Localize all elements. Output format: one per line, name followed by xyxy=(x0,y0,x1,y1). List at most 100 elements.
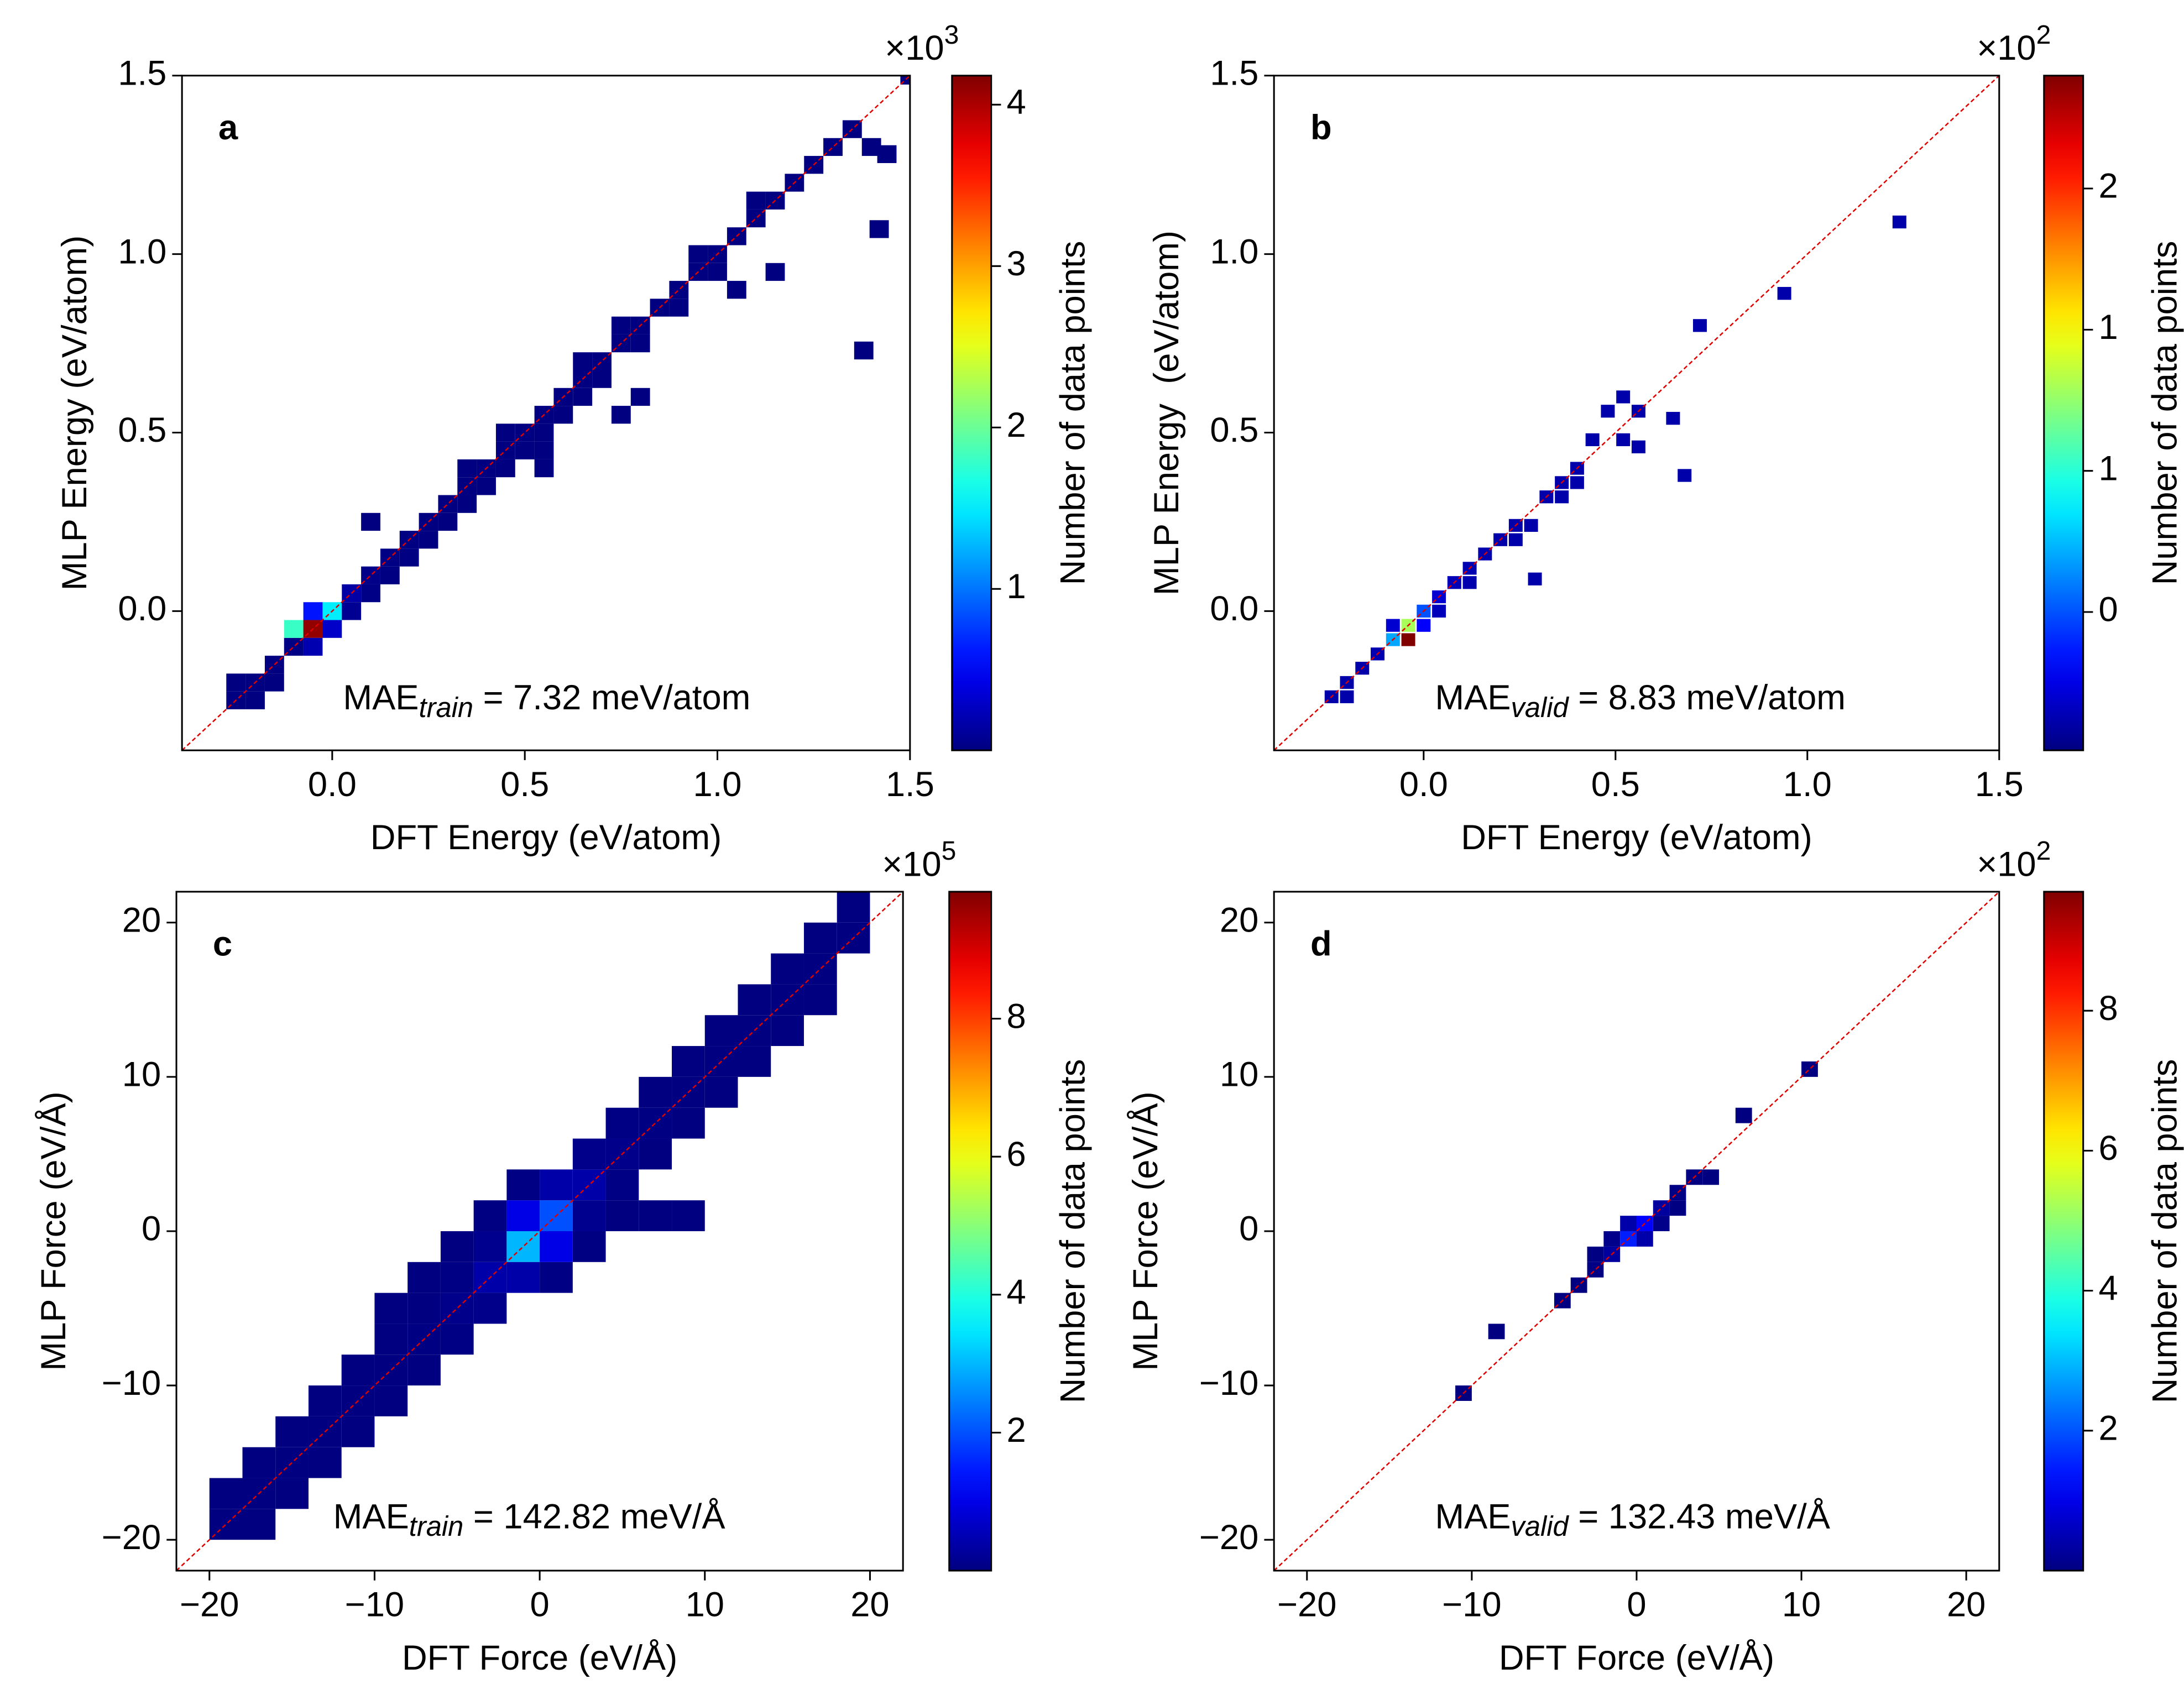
hist-cell xyxy=(605,1200,639,1231)
colorbar-offset: ×105 xyxy=(882,836,956,883)
hist-cell xyxy=(639,1138,672,1170)
mae-base: MAE xyxy=(1435,1497,1511,1536)
offset-exponent: 3 xyxy=(944,20,959,50)
plot-area xyxy=(176,891,903,1571)
colorbar-tick-label: 2 xyxy=(2099,167,2118,206)
hist-cell xyxy=(303,602,323,620)
x-tick-label: −10 xyxy=(345,1586,404,1624)
mae-subscript: train xyxy=(419,692,473,723)
hist-cell xyxy=(477,477,496,495)
colorbar xyxy=(2043,891,2084,1572)
offset-base: ×10 xyxy=(1977,845,2036,883)
hist-cell xyxy=(506,1231,540,1262)
mae-value: = 7.32 meV/atom xyxy=(473,678,750,717)
hist-cell xyxy=(242,1447,276,1478)
x-axis-label: DFT Force (eV/Å) xyxy=(1499,1639,1774,1677)
hist-cell xyxy=(1555,490,1569,504)
hist-cell xyxy=(738,1046,771,1077)
hist-cell xyxy=(1587,1246,1604,1262)
hist-cell xyxy=(407,1262,441,1293)
hist-cell xyxy=(1892,215,1906,229)
hist-cell xyxy=(573,352,593,370)
colorbar-tick-label: 6 xyxy=(2099,1129,2118,1168)
x-tick-label: 0 xyxy=(530,1586,550,1624)
x-axis-label: DFT Energy (eV/atom) xyxy=(370,818,722,857)
offset-base: ×10 xyxy=(882,845,941,883)
hist-cell xyxy=(1432,604,1446,618)
hist-cell xyxy=(1616,433,1631,447)
hist-cell xyxy=(473,1200,507,1231)
hist-cell xyxy=(1678,469,1692,482)
colorbar-offset: ×103 xyxy=(885,20,959,67)
x-tick-label: 1.5 xyxy=(886,765,934,804)
x-tick-label: 0.5 xyxy=(500,765,549,804)
x-tick-label: −20 xyxy=(1277,1586,1336,1624)
y-tick-label: 0.0 xyxy=(118,589,166,628)
colorbar-tick-label: 8 xyxy=(1007,997,1026,1035)
hist-cell xyxy=(639,1200,672,1231)
mae-value: = 132.43 meV/Å xyxy=(1569,1497,1831,1536)
hist-cell xyxy=(303,637,323,656)
hist-cell xyxy=(361,512,380,531)
mae-subscript: valid xyxy=(1511,692,1570,723)
hist-cell xyxy=(704,1076,738,1108)
hist-cell xyxy=(438,512,458,531)
x-axis-label: DFT Energy (eV/atom) xyxy=(1461,818,1812,857)
colorbar xyxy=(2043,75,2084,751)
axes-frame xyxy=(1273,75,2000,751)
colorbar-label: Number of data points xyxy=(2145,241,2184,585)
hist-cell xyxy=(1702,1169,1720,1185)
y-axis-label: MLP Energy (eV/atom) xyxy=(55,236,94,591)
y-tick-label: 20 xyxy=(1220,901,1258,939)
colorbar-tick-label: 4 xyxy=(1007,83,1026,122)
hist-cell xyxy=(440,1324,474,1355)
x-tick-label: 10 xyxy=(1782,1586,1821,1624)
x-tick-label: 0.0 xyxy=(308,765,357,804)
mae-subscript: valid xyxy=(1511,1510,1570,1542)
hist-cell xyxy=(771,953,804,985)
x-tick-label: 10 xyxy=(686,1586,724,1624)
hist-cell xyxy=(688,245,708,263)
hist-cell xyxy=(341,1416,375,1447)
hist-cell xyxy=(407,1354,441,1386)
hist-cell xyxy=(1417,619,1431,632)
hist-cell xyxy=(399,548,419,567)
hist-cell xyxy=(506,1169,540,1201)
hist-cell xyxy=(1587,1262,1604,1278)
colorbar-tick-label: 4 xyxy=(2099,1269,2118,1307)
offset-base: ×10 xyxy=(1977,29,2036,67)
y-tick-label: −20 xyxy=(1199,1518,1258,1557)
hist-cell xyxy=(738,984,771,1016)
x-tick-label: −10 xyxy=(1442,1586,1501,1624)
hist-cell xyxy=(669,299,689,317)
y-tick-label: 1.5 xyxy=(1210,54,1258,92)
colorbar-tick-label: 2 xyxy=(1007,1411,1026,1450)
hist-cell xyxy=(1386,619,1400,632)
hist-cell xyxy=(611,316,631,334)
mae-annotation: MAEtrain = 142.82 meV/Å xyxy=(333,1497,726,1542)
offset-exponent: 2 xyxy=(2036,20,2051,50)
mae-annotation: MAEvalid = 132.43 meV/Å xyxy=(1435,1497,1830,1542)
parity-line xyxy=(176,891,903,1571)
y-tick-label: 1.0 xyxy=(1210,232,1258,271)
hist-cell xyxy=(506,1262,540,1293)
plot-area xyxy=(1274,75,1999,751)
hist-cell xyxy=(534,441,554,459)
hist-cell xyxy=(1616,390,1631,404)
hist-cell xyxy=(495,459,515,478)
hist-cell xyxy=(342,602,362,620)
y-tick-label: 0.0 xyxy=(1210,589,1258,628)
hist-cell xyxy=(1601,405,1615,418)
hist-cell xyxy=(572,1231,606,1262)
hist-cell xyxy=(611,406,631,424)
hist-cell xyxy=(1570,476,1584,489)
hist-cell xyxy=(506,1200,540,1231)
hist-cell xyxy=(605,1169,639,1201)
hist-cell xyxy=(592,370,612,388)
hist-cell xyxy=(708,263,727,281)
hist-cell xyxy=(361,584,380,603)
colorbar-offset: ×102 xyxy=(1977,20,2051,67)
offset-exponent: 5 xyxy=(942,836,957,866)
hist-cell xyxy=(407,1293,441,1324)
hist-cell xyxy=(540,1169,573,1201)
